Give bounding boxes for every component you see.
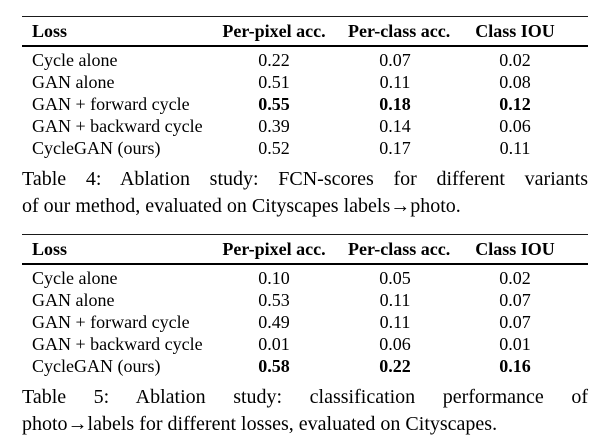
- cell-value: 0.53: [258, 290, 290, 310]
- cell-value: 0.06: [499, 116, 531, 136]
- loss-label: GAN + backward cycle: [32, 116, 203, 136]
- cell-value: 0.18: [379, 94, 411, 114]
- table-row: GAN alone 0.51 0.11 0.08: [22, 71, 588, 93]
- cell-value: 0.07: [379, 50, 411, 70]
- col-header-per-pixel-acc: Per-pixel acc.: [222, 239, 326, 259]
- table-row: Cycle alone 0.10 0.05 0.02: [22, 264, 588, 289]
- cell-value: 0.11: [379, 312, 411, 332]
- caption-line: of our method, evaluated on Cityscapes l…: [22, 195, 461, 217]
- table-row: CycleGAN (ours) 0.52 0.17 0.11: [22, 137, 588, 159]
- col-header-loss: Loss: [32, 239, 68, 259]
- ablation-table-4-block: Loss Per-pixel acc. Per-class acc. Class…: [22, 16, 588, 220]
- table-4-caption: Table 4: Ablation study: FCN-scores for …: [22, 166, 588, 220]
- caption-line: Table 5: Ablation study: classification …: [22, 386, 588, 408]
- loss-label: GAN alone: [32, 72, 115, 92]
- cell-value: 0.10: [258, 268, 290, 288]
- loss-label: GAN alone: [32, 290, 115, 310]
- cell-value: 0.02: [499, 268, 531, 288]
- cell-value: 0.58: [258, 356, 290, 376]
- table-row: GAN + backward cycle 0.39 0.14 0.06: [22, 115, 588, 137]
- cell-value: 0.05: [379, 268, 411, 288]
- caption-line: Table 4: Ablation study: FCN-scores for …: [22, 168, 588, 190]
- cell-value: 0.08: [499, 72, 531, 92]
- col-header-class-iou: Class IOU: [475, 239, 555, 259]
- cell-value: 0.01: [258, 334, 290, 354]
- cell-value: 0.14: [379, 116, 411, 136]
- cell-value: 0.07: [499, 290, 531, 310]
- cell-value: 0.11: [379, 290, 411, 310]
- cell-value: 0.22: [379, 356, 411, 376]
- table-row: GAN + backward cycle 0.01 0.06 0.01: [22, 333, 588, 355]
- table-4-header-row: Loss Per-pixel acc. Per-class acc. Class…: [22, 16, 588, 46]
- ablation-table-4: Loss Per-pixel acc. Per-class acc. Class…: [22, 16, 588, 159]
- cell-value: 0.16: [499, 356, 531, 376]
- table-row: GAN + forward cycle 0.55 0.18 0.12: [22, 93, 588, 115]
- cell-value: 0.22: [258, 50, 290, 70]
- cell-value: 0.49: [258, 312, 290, 332]
- loss-label: GAN + forward cycle: [32, 94, 190, 114]
- table-row: CycleGAN (ours) 0.58 0.22 0.16: [22, 355, 588, 377]
- col-header-per-class-acc: Per-class acc.: [348, 21, 451, 41]
- caption-line: photo→labels for different losses, evalu…: [22, 413, 498, 435]
- col-header-per-class-acc: Per-class acc.: [348, 239, 451, 259]
- cell-value: 0.07: [499, 312, 531, 332]
- table-row: GAN alone 0.53 0.11 0.07: [22, 289, 588, 311]
- loss-label: CycleGAN (ours): [32, 138, 161, 158]
- loss-label: Cycle alone: [32, 50, 118, 70]
- cell-value: 0.39: [258, 116, 290, 136]
- col-header-loss: Loss: [32, 21, 68, 41]
- cell-value: 0.06: [379, 334, 411, 354]
- cell-value: 0.17: [379, 138, 411, 158]
- loss-label: Cycle alone: [32, 268, 118, 288]
- table-5-header-row: Loss Per-pixel acc. Per-class acc. Class…: [22, 234, 588, 264]
- cell-value: 0.51: [258, 72, 290, 92]
- table-row: Cycle alone 0.22 0.07 0.02: [22, 46, 588, 71]
- cell-value: 0.02: [499, 50, 531, 70]
- loss-label: GAN + forward cycle: [32, 312, 190, 332]
- ablation-table-5: Loss Per-pixel acc. Per-class acc. Class…: [22, 234, 588, 377]
- ablation-table-5-block: Loss Per-pixel acc. Per-class acc. Class…: [22, 234, 588, 438]
- table-5-caption: Table 5: Ablation study: classification …: [22, 384, 588, 438]
- col-header-per-pixel-acc: Per-pixel acc.: [222, 21, 326, 41]
- loss-label: CycleGAN (ours): [32, 356, 161, 376]
- cell-value: 0.55: [258, 94, 290, 114]
- cell-value: 0.11: [379, 72, 411, 92]
- table-row: GAN + forward cycle 0.49 0.11 0.07: [22, 311, 588, 333]
- cell-value: 0.11: [499, 138, 531, 158]
- col-header-class-iou: Class IOU: [475, 21, 555, 41]
- cell-value: 0.01: [499, 334, 531, 354]
- loss-label: GAN + backward cycle: [32, 334, 203, 354]
- cell-value: 0.52: [258, 138, 290, 158]
- cell-value: 0.12: [499, 94, 531, 114]
